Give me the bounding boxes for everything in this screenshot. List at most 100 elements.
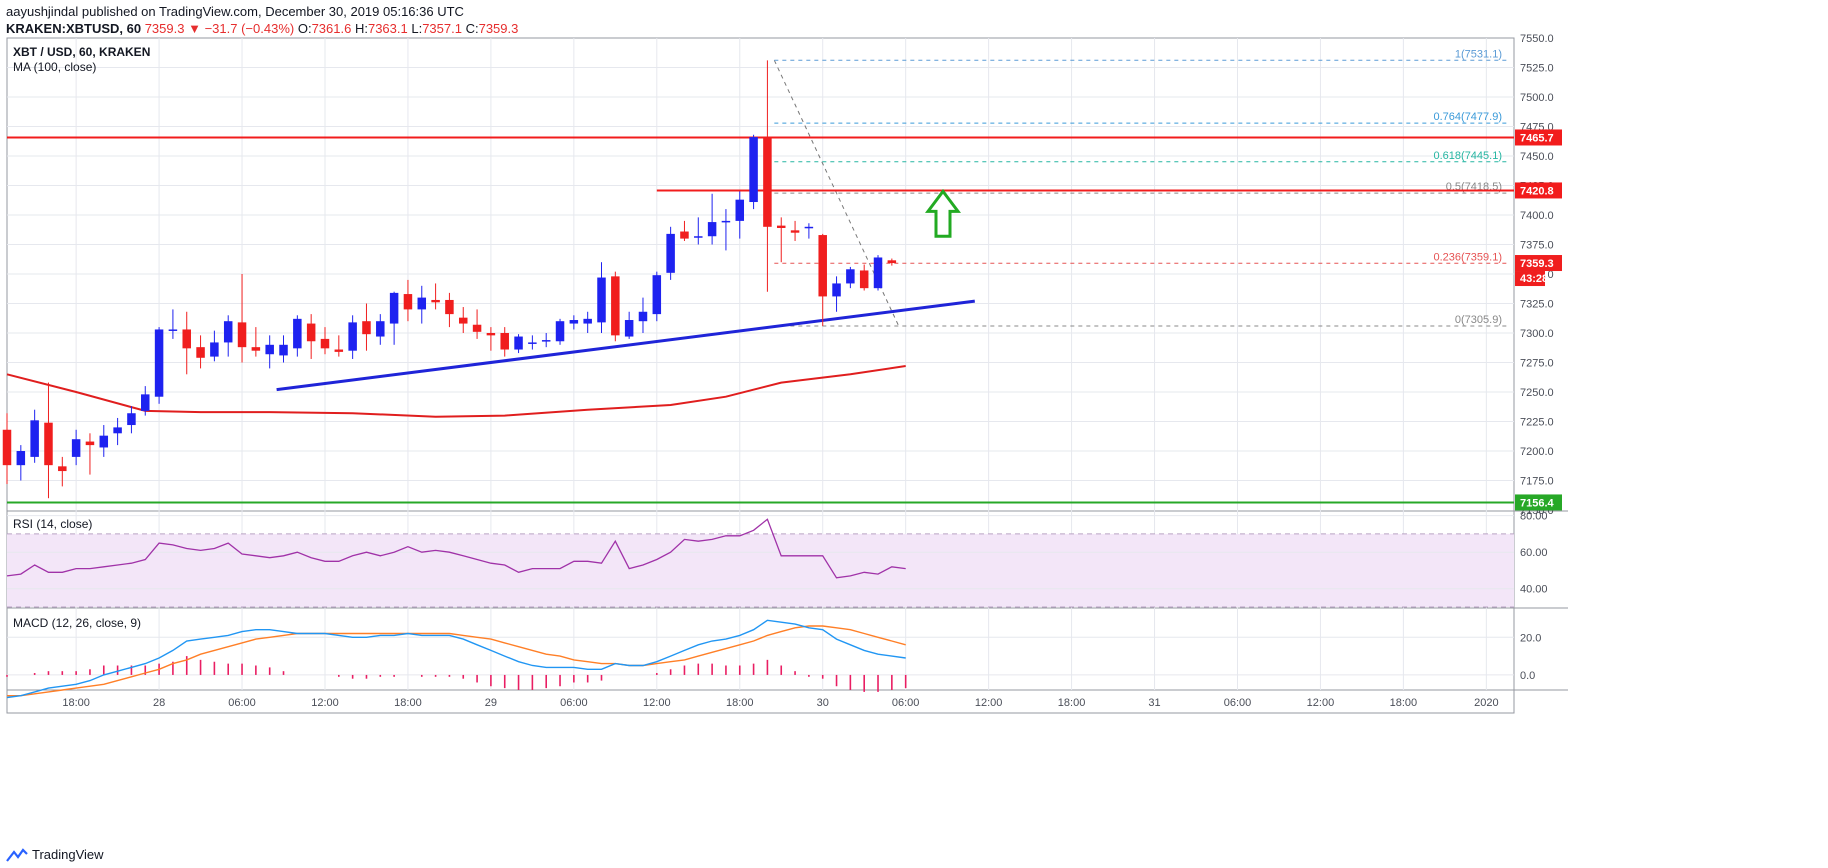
candle — [196, 335, 205, 369]
current-price-label: 7359.3 — [1520, 258, 1554, 270]
candle — [624, 311, 634, 339]
candle-body — [458, 317, 468, 324]
candle — [818, 233, 827, 326]
fibonacci: 1(7531.1)0.764(7477.9)0.618(7445.1)0.5(7… — [773, 48, 1508, 327]
fib-level-label: 1(7531.1) — [1455, 48, 1502, 60]
x-tick-label: 30 — [817, 697, 829, 709]
macd-line — [6, 619, 906, 699]
candle — [472, 309, 482, 339]
candle-body — [362, 321, 371, 335]
y-axis-main: 7550.07525.07500.07475.07450.07425.07400… — [7, 33, 1554, 517]
candle-body — [597, 277, 606, 323]
y-tick-label: 7275.0 — [1520, 358, 1554, 370]
candle-body — [486, 333, 496, 336]
candle-body — [680, 231, 689, 239]
macd-pane: 20.0 0.0 MACD (12, 26, close, 9) — [6, 616, 1541, 699]
candle — [237, 274, 247, 363]
y-tick-label: 7500.0 — [1520, 92, 1554, 104]
candle — [182, 311, 191, 375]
candle-body — [500, 333, 509, 350]
candle-body — [804, 226, 814, 229]
rsi-band — [7, 533, 1514, 607]
candle — [85, 433, 95, 475]
candle — [431, 283, 440, 310]
candle-body — [154, 329, 164, 397]
candle — [832, 276, 841, 312]
candle-body — [168, 329, 178, 331]
candle-body — [611, 276, 620, 336]
candle — [541, 333, 551, 348]
candle-body — [182, 329, 191, 349]
x-tick-label: 12:00 — [975, 697, 1003, 709]
x-tick-label: 28 — [153, 697, 165, 709]
candle-body — [99, 435, 109, 448]
candle-body — [127, 413, 136, 426]
candle — [707, 193, 717, 245]
symbol-line: KRAKEN:XBTUSD, 60 7359.3 ▼ −31.7 (−0.43%… — [6, 21, 518, 36]
candle — [16, 445, 26, 481]
candle-body — [196, 347, 205, 358]
macd-signal-line — [7, 625, 906, 697]
candle-body — [30, 420, 39, 457]
candle — [597, 262, 606, 333]
candle-body — [624, 320, 634, 337]
x-tick-label: 06:00 — [228, 697, 256, 709]
footer[interactable]: TradingView — [6, 847, 104, 862]
candle — [2, 413, 12, 485]
x-tick-label: 18:00 — [1390, 697, 1418, 709]
publisher-line: aayushjindal published on TradingView.co… — [6, 4, 464, 19]
y-tick-label: 7400.0 — [1520, 210, 1554, 222]
candle-body — [237, 322, 247, 348]
candle — [583, 311, 592, 333]
candle — [486, 327, 496, 351]
candle — [44, 382, 53, 499]
candle — [611, 271, 620, 342]
candle — [694, 217, 703, 245]
candle-body — [44, 422, 53, 466]
rsi-tick-label: 80.00 — [1520, 511, 1548, 523]
candle-body — [666, 233, 675, 273]
candle — [873, 255, 883, 291]
ma-label: MA (100, close) — [13, 60, 96, 74]
candle-body — [528, 342, 537, 344]
countdown-label: 43:28 — [1520, 273, 1548, 285]
candle — [279, 335, 288, 363]
candle — [638, 297, 648, 333]
candle — [514, 334, 523, 354]
candle — [776, 217, 786, 263]
candle — [652, 271, 662, 322]
candle — [721, 209, 731, 251]
resistance-price-tag — [1515, 182, 1562, 199]
close-value: 7359.3 — [478, 21, 519, 36]
candle — [71, 429, 81, 466]
candle — [403, 279, 413, 322]
candle-body — [514, 336, 523, 350]
macd-title: MACD (12, 26, close, 9) — [13, 616, 141, 630]
x-tick-label: 06:00 — [892, 697, 920, 709]
y-tick-label: 7525.0 — [1520, 63, 1554, 75]
x-tick-label: 12:00 — [643, 697, 671, 709]
rsi-pane: 80.00 60.00 40.00 RSI (14, close) — [6, 511, 1548, 608]
candle-body — [583, 318, 592, 324]
candle — [376, 314, 385, 345]
high-value: 7363.1 — [367, 21, 408, 36]
x-tick-label: 31 — [1148, 697, 1160, 709]
candle-body — [721, 220, 731, 223]
fib-level-label: 0.764(7477.9) — [1434, 111, 1503, 123]
candle-body — [85, 441, 95, 446]
candle-body — [71, 439, 81, 457]
open-value: 7361.6 — [311, 21, 352, 36]
candle-body — [832, 283, 841, 297]
candle — [293, 315, 302, 357]
candle — [223, 315, 233, 357]
candle-body — [210, 342, 219, 357]
candle — [735, 191, 745, 239]
x-tick-label: 12:00 — [311, 697, 339, 709]
candle-body — [251, 347, 261, 351]
candle — [763, 60, 772, 292]
candle-body — [58, 466, 67, 472]
candle — [348, 315, 357, 359]
candle-body — [141, 394, 150, 411]
candle — [251, 327, 261, 357]
